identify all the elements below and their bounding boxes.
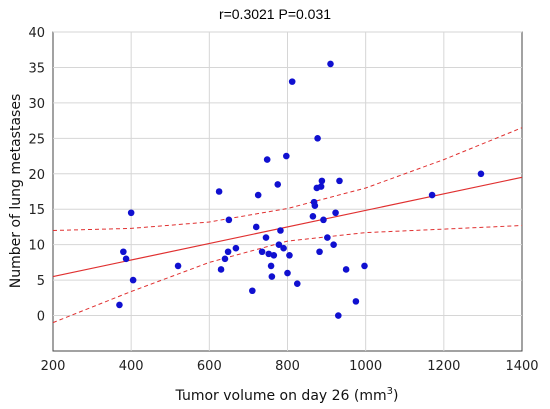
data-point: [267, 262, 275, 270]
data-point: [428, 191, 436, 199]
data-point: [225, 216, 233, 224]
x-axis-label-text: Tumor volume on day 26 (mm: [175, 388, 387, 404]
data-point: [262, 234, 270, 241]
data-point: [174, 262, 182, 270]
data-point: [275, 241, 283, 248]
data-point: [311, 202, 319, 209]
data-point: [274, 181, 282, 188]
x-tick-label: 600: [197, 359, 222, 374]
chart-title: r=0.3021 P=0.031: [218, 6, 332, 22]
regression-line: [52, 176, 523, 278]
data-point: [129, 276, 137, 284]
y-tick-label: 10: [28, 239, 45, 254]
data-point: [477, 170, 485, 178]
data-point: [252, 223, 260, 231]
data-point: [288, 78, 296, 85]
x-tick-label: 800: [275, 359, 300, 374]
data-point: [265, 250, 273, 258]
data-point: [258, 248, 266, 256]
data-point: [249, 287, 256, 295]
data-point: [221, 255, 229, 263]
x-axis-label-suffix: ): [393, 388, 398, 404]
data-point: [316, 248, 323, 256]
fit-line: [52, 176, 523, 278]
y-tick-label: 15: [28, 203, 45, 218]
data-point: [309, 213, 317, 220]
data-point: [320, 216, 327, 224]
y-tick-label: 5: [37, 274, 45, 289]
y-tick-label: 40: [28, 26, 45, 41]
data-point: [120, 248, 127, 256]
y-tick-label: 35: [28, 61, 45, 76]
x-tick-label: 200: [41, 359, 66, 374]
data-point: [293, 280, 301, 287]
data-point: [270, 252, 278, 259]
data-point: [361, 262, 368, 270]
data-points: [116, 60, 485, 319]
data-point: [127, 209, 135, 217]
data-point: [280, 244, 287, 252]
data-point: [342, 266, 350, 273]
y-tick-label: 0: [37, 310, 45, 325]
data-point: [332, 209, 339, 217]
data-point: [122, 255, 130, 263]
data-point: [217, 266, 225, 273]
x-tick-label: 1400: [505, 359, 538, 374]
x-tick-label: 1000: [349, 359, 382, 374]
data-point: [224, 248, 232, 256]
data-point: [317, 183, 325, 190]
x-axis-label-superscript: 3: [387, 386, 393, 397]
data-point: [318, 177, 326, 185]
x-tick-label: 1200: [427, 359, 460, 374]
x-tick-label: 400: [119, 359, 144, 374]
data-point: [284, 269, 291, 277]
data-point: [263, 156, 271, 163]
y-axis-label: Number of lung metastases: [8, 94, 24, 289]
data-point: [286, 252, 293, 259]
data-point: [254, 191, 262, 199]
data-point: [324, 234, 331, 241]
data-point: [314, 135, 321, 142]
data-point: [116, 301, 123, 309]
data-point: [336, 177, 343, 185]
data-point: [232, 244, 240, 252]
x-tick-labels: 200 400 600 800 1000 1200 1400: [41, 359, 539, 374]
confidence-upper-line: [52, 127, 523, 231]
y-tick-label: 20: [28, 168, 45, 183]
grid-lines: [53, 31, 522, 351]
data-point: [215, 188, 223, 195]
confidence-bands: [52, 127, 523, 324]
y-tick-label: 30: [28, 97, 45, 112]
data-point: [330, 241, 337, 248]
data-point: [268, 273, 276, 280]
y-tick-label: 25: [28, 132, 45, 147]
data-point: [283, 152, 290, 160]
data-point: [277, 227, 284, 234]
data-point: [327, 60, 334, 68]
confidence-lower-line: [52, 225, 523, 324]
y-tick-labels: 0 5 10 15 20 25 30 35 40: [28, 26, 45, 325]
data-point: [352, 298, 360, 305]
x-axis-label: Tumor volume on day 26 (mm3): [175, 386, 399, 404]
data-point: [335, 312, 342, 319]
